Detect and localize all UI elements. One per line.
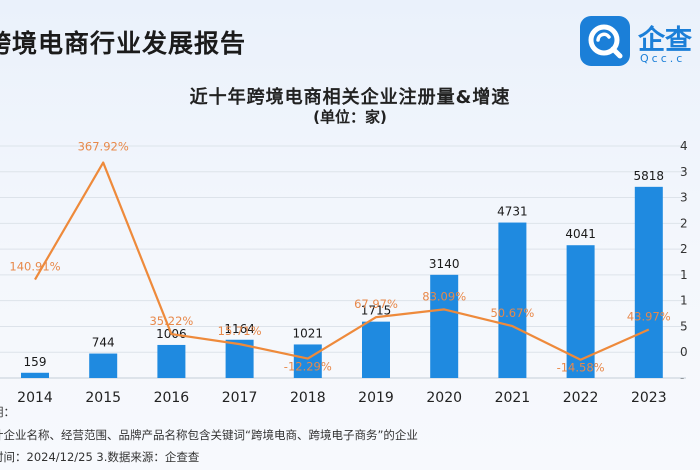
x-tick-label: 2021 bbox=[495, 390, 531, 406]
x-tick-label: 2014 bbox=[17, 390, 53, 406]
growth-rate-label: 83.09% bbox=[422, 289, 466, 303]
right-axis-tick-label: 1 bbox=[680, 294, 688, 308]
x-tick-label: 2017 bbox=[222, 390, 258, 406]
right-axis-tick-label: 1 bbox=[680, 268, 688, 282]
chart-subtitle: (单位：家) bbox=[313, 108, 387, 126]
bar-value-label: 4041 bbox=[565, 227, 596, 241]
bar bbox=[89, 353, 118, 378]
growth-rate-label: 367.92% bbox=[78, 140, 129, 154]
x-tick-label: 2019 bbox=[358, 390, 394, 406]
bar bbox=[293, 344, 322, 378]
x-tick-label: 2022 bbox=[563, 390, 599, 406]
growth-rate-label: 140.91% bbox=[9, 260, 60, 274]
bar-value-label: 744 bbox=[92, 336, 115, 350]
right-axis-tick-label: 4 bbox=[680, 139, 688, 153]
chart-title: 近十年跨境电商相关企业注册量&增速 bbox=[189, 87, 511, 108]
bar-value-label: 3140 bbox=[429, 257, 460, 271]
right-axis-tick-label: 3 bbox=[680, 191, 688, 205]
x-tick-label: 2018 bbox=[290, 390, 326, 406]
right-axis-tick-label: 0 bbox=[680, 345, 688, 359]
growth-rate-label: 67.97% bbox=[354, 297, 398, 311]
growth-line bbox=[34, 161, 650, 361]
growth-rate-label: 43.97% bbox=[627, 310, 671, 324]
bar bbox=[21, 372, 49, 378]
growth-rate-label: -12.29% bbox=[284, 360, 332, 374]
logo-name: 企查 bbox=[638, 25, 692, 56]
x-tick-label: 2016 bbox=[154, 390, 190, 406]
bar bbox=[362, 321, 390, 378]
right-axis-tick-label: 2 bbox=[680, 216, 688, 230]
footnote-source: 时间：2024/12/25 3.数据来源：企查查 bbox=[0, 450, 200, 464]
bar-value-label: 1021 bbox=[293, 326, 324, 340]
qcc-logo-icon bbox=[580, 16, 630, 66]
growth-rate-label: 50.67% bbox=[490, 306, 534, 320]
bar-value-label: 5818 bbox=[634, 169, 665, 183]
x-tick-label: 2015 bbox=[85, 390, 121, 406]
logo-subtitle: Qcc.c bbox=[640, 52, 686, 65]
bar-value-label: 159 bbox=[24, 355, 47, 369]
bar bbox=[157, 344, 186, 378]
report-title: 跨境电商行业发展报告 bbox=[0, 29, 247, 58]
x-tick-label: 2020 bbox=[426, 390, 462, 406]
right-axis-tick-label: 5 bbox=[680, 319, 688, 333]
growth-rate-label: -14.58% bbox=[557, 361, 605, 375]
footnote-heading: 明： bbox=[0, 405, 15, 419]
bar bbox=[430, 274, 459, 378]
right-axis-tick-label: 3 bbox=[680, 165, 688, 179]
bar bbox=[634, 186, 663, 378]
bar bbox=[498, 222, 527, 378]
qcc-logo: 企查 Qcc.c bbox=[580, 16, 700, 72]
growth-rate-label: 15.71% bbox=[218, 324, 262, 338]
bar-value-label: 1164 bbox=[224, 322, 255, 336]
bar-value-label: 4731 bbox=[497, 205, 528, 219]
right-axis-tick-label: 2 bbox=[680, 242, 688, 256]
bar bbox=[566, 245, 595, 378]
growth-rate-label: 35.22% bbox=[149, 314, 193, 328]
footnote-scope: 计企业名称、经营范围、品牌产品名称包含关键词“跨境电商、跨境电子商务”的企业 bbox=[0, 428, 418, 442]
x-tick-label: 2023 bbox=[631, 390, 667, 406]
bar-value-label: 1715 bbox=[361, 304, 392, 318]
